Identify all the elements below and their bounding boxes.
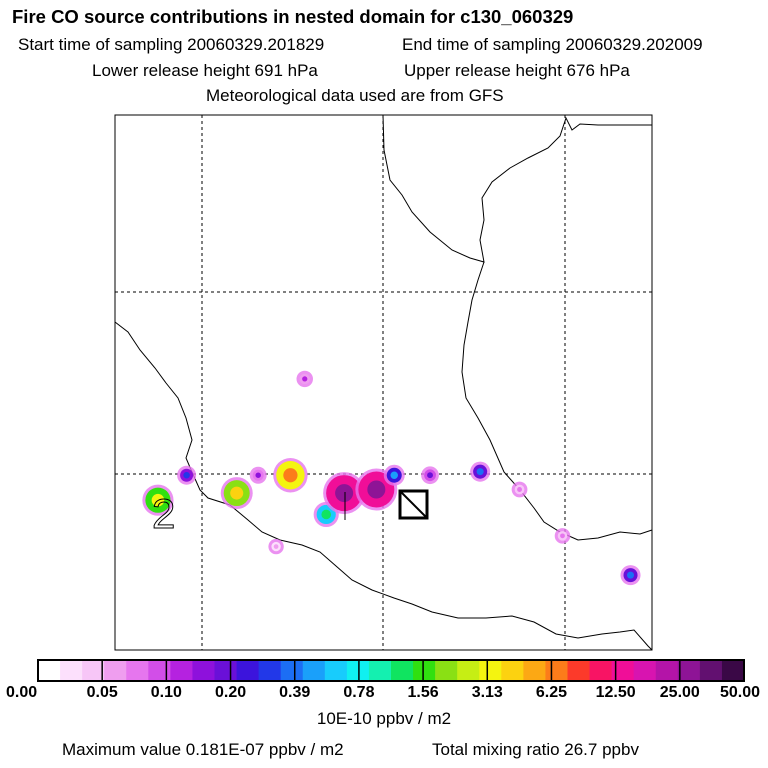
colorbar-swatch (501, 660, 524, 681)
lower-release-label: Lower release height 691 hPa (92, 61, 318, 80)
plume-core (560, 533, 565, 539)
colorbar-swatch (302, 660, 326, 681)
plume-layer (142, 370, 641, 586)
colorbar-swatch (60, 660, 83, 681)
colorbar-swatch (567, 660, 591, 681)
plume-core (390, 471, 398, 479)
colorbar (37, 659, 745, 682)
colorbar-unit-label: 10E-10 ppbv / m2 (316, 709, 452, 728)
colorbar-swatch (104, 660, 127, 681)
colorbar-swatch (236, 660, 260, 681)
plume-core (183, 471, 190, 479)
colorbar-swatch (479, 660, 502, 681)
colorbar-swatch (391, 660, 414, 681)
release-box (398, 489, 429, 520)
colorbar-tick-label: 0.10 (151, 684, 182, 701)
colorbar-swatch (633, 660, 657, 681)
source-marker (344, 489, 429, 520)
source-label: 2 (152, 490, 175, 537)
colorbar-swatch (677, 660, 701, 681)
end-time-label: End time of sampling 20060329.202009 (402, 35, 703, 54)
colorbar-tick-label: 50.00 (720, 684, 760, 701)
colorbar-tick-label: 0.05 (87, 684, 118, 701)
plume-core (517, 487, 522, 492)
total-mixing-label: Total mixing ratio 26.7 ppbv (432, 740, 639, 759)
map-panel: 2 (114, 114, 653, 651)
plume-core (151, 493, 165, 507)
colorbar-tick-label: 0.78 (343, 684, 374, 701)
colorbar-swatch (699, 660, 723, 681)
gulf-coastline-south (461, 261, 653, 541)
map-gridlines (115, 115, 652, 650)
plume-core (283, 468, 298, 483)
colorbar-swatch (368, 660, 392, 681)
plume-core (321, 509, 332, 520)
plume-core (230, 486, 244, 500)
colorbar-frame (37, 659, 745, 682)
plume-core (273, 544, 279, 549)
colorbar-swatch (611, 660, 635, 681)
colorbar-swatch (82, 660, 105, 681)
start-time-label: Start time of sampling 20060329.201829 (18, 35, 325, 54)
colorbar-swatch (655, 660, 679, 681)
colorbar-tick-label: 12.50 (596, 684, 636, 701)
west-coastline (114, 321, 653, 651)
colorbar-swatch (170, 660, 193, 681)
colorbar-tick-label: 6.25 (536, 684, 567, 701)
colorbar-swatch (721, 660, 745, 681)
plume-core (476, 468, 484, 476)
colorbar-swatch (324, 660, 348, 681)
colorbar-tick-label: 0.00 (6, 684, 37, 701)
release-box-diagonal (399, 490, 428, 519)
plume-core (302, 376, 308, 382)
colorbar-swatch (589, 660, 613, 681)
plume-core (627, 571, 635, 579)
upper-release-label: Upper release height 676 hPa (404, 61, 630, 80)
colorbar-tick-labels: 0.00 0.05 0.10 0.20 0.39 0.78 1.56 3.13 6.25 12.5… (6, 660, 760, 701)
colorbar-swatch (523, 660, 546, 681)
colorbar-swatch (148, 660, 171, 681)
colorbar-swatch (457, 660, 480, 681)
colorbar-swatch (545, 660, 568, 681)
coastline (114, 114, 653, 651)
colorbar-tick-label: 25.00 (660, 684, 700, 701)
colorbar-tick-label: 3.13 (472, 684, 503, 701)
colorbar-swatch (38, 660, 61, 681)
colorbar-swatch (280, 660, 304, 681)
plume-core (335, 484, 354, 503)
max-value-label: Maximum value 0.181E-07 ppbv / m2 (62, 740, 344, 759)
gulf-coastline (382, 114, 652, 263)
colorbar-swatch (192, 660, 215, 681)
colorbar-swatch (435, 660, 458, 681)
chart-title: Fire CO source contributions in nested d… (12, 6, 574, 27)
colorbar-tick-label: 1.56 (408, 684, 439, 701)
colorbar-swatch (413, 660, 436, 681)
colorbar-tick-label: 0.39 (279, 684, 310, 701)
plume-core (367, 480, 386, 499)
plume-core (427, 472, 433, 479)
colorbar-swatch (126, 660, 149, 681)
colorbar-swatch (214, 660, 238, 681)
colorbar-tick-label: 0.20 (215, 684, 246, 701)
colorbar-swatch (258, 660, 282, 681)
plume-core (255, 472, 261, 478)
colorbar-swatch (346, 660, 370, 681)
met-data-label: Meteorological data used are from GFS (206, 86, 504, 105)
